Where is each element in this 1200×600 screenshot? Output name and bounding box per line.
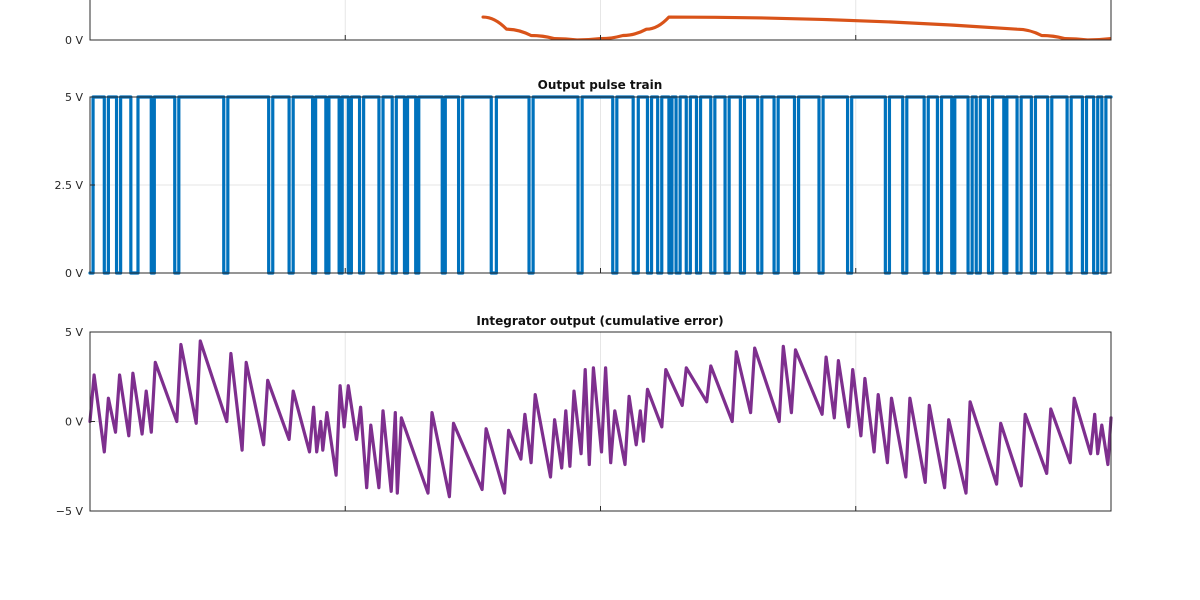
axis-ticks: −5 V 0 V 5 V	[56, 326, 1112, 518]
y-tick-label: −5 V	[56, 505, 84, 518]
integrator-panel: Integrator output (cumulative error) −5 …	[56, 314, 1113, 518]
y-tick-label: 5 V	[65, 326, 83, 339]
pulse-train-panel: Output pulse train 0 V 2.5 V 5 V	[54, 78, 1113, 280]
grid	[90, 97, 1111, 273]
sine-trace	[481, 15, 1111, 40]
axis-ticks: 0 V	[65, 34, 1112, 47]
y-tick-label: 2.5 V	[54, 179, 83, 192]
integrator-title: Integrator output (cumulative error)	[476, 314, 723, 328]
y-tick-label: 0 V	[65, 416, 83, 429]
axis-ticks: 0 V 2.5 V 5 V	[54, 91, 1112, 280]
grid	[344, 0, 857, 40]
y-tick-label: 0 V	[65, 267, 83, 280]
pulse-train-title: Output pulse train	[538, 78, 663, 92]
y-tick-label: 0 V	[65, 34, 83, 47]
y-tick-label: 5 V	[65, 91, 83, 104]
integrator-trace	[88, 339, 1113, 499]
sine-reference-panel: 0 V	[65, 0, 1112, 47]
